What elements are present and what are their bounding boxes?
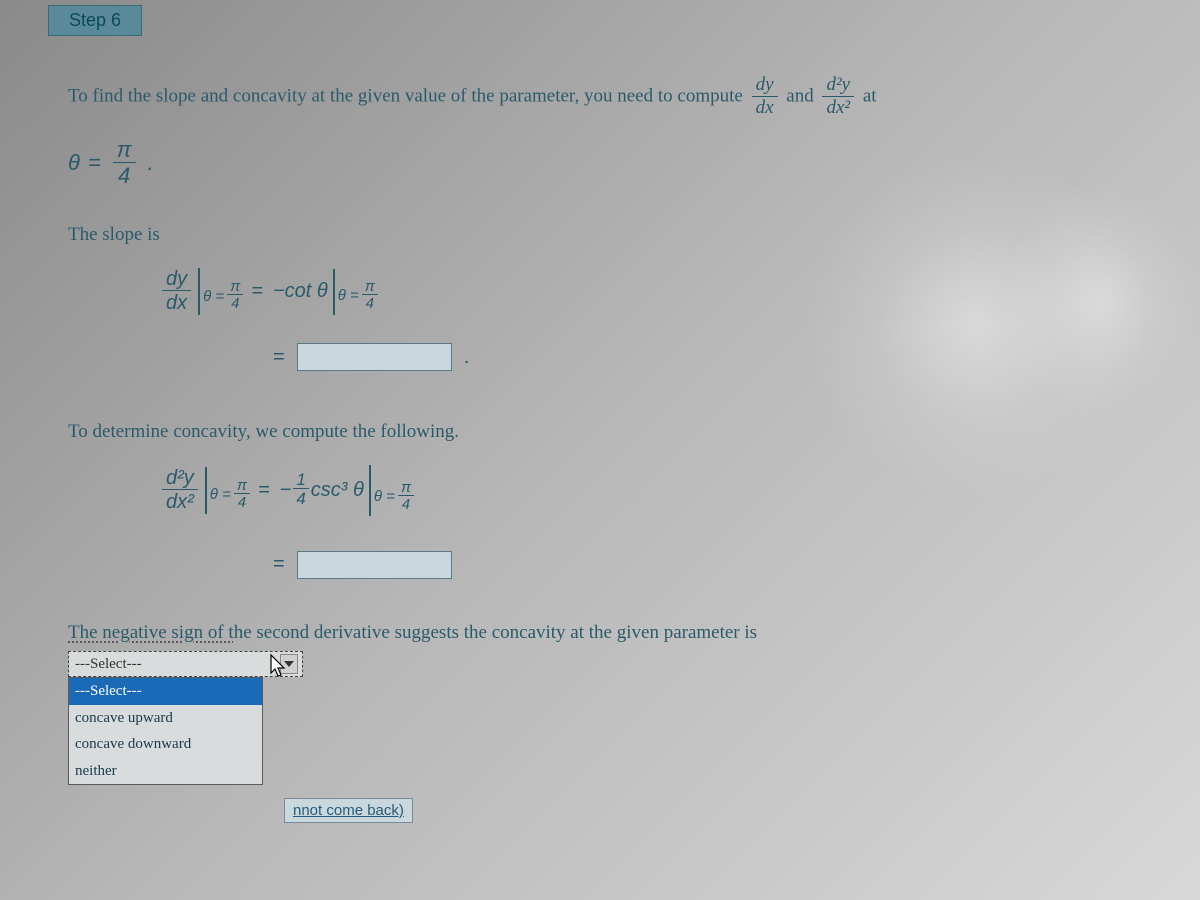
theta-symbol: θ xyxy=(68,150,80,176)
slope-label: The slope is xyxy=(68,224,1132,246)
concavity-rhs-frac-num: 1 xyxy=(293,471,308,489)
conclusion-underlined: The negative sign of t xyxy=(68,622,234,643)
eval-bar-3 xyxy=(205,467,207,514)
intro-before: To find the slope and concavity at the g… xyxy=(68,86,748,107)
chevron-down-icon xyxy=(280,654,298,674)
theta-period: . xyxy=(148,150,154,176)
concavity-rhs-frac: 1 4 xyxy=(293,471,308,509)
slope-input-eq: = xyxy=(273,346,285,369)
concavity-lhs-den: dx² xyxy=(162,490,198,514)
conclusion-rest: he second derivative suggests the concav… xyxy=(234,622,757,643)
cannot-come-back-button[interactable]: nnot come back) xyxy=(284,798,413,823)
concavity-rhs-csc: csc³ θ xyxy=(311,479,364,502)
conclusion-text: The negative sign of the second derivati… xyxy=(68,619,1132,678)
slope-eval2-den: 4 xyxy=(362,295,378,313)
concavity-eval2-sub: θ = π 4 xyxy=(374,480,414,516)
theta-value-line: θ = π 4 . xyxy=(68,138,1132,190)
concavity-eval-num: π xyxy=(234,478,250,494)
slope-eval2-frac: π 4 xyxy=(362,279,378,313)
first-derivative-fraction: dy dx xyxy=(752,75,778,120)
concavity-eval2-num: π xyxy=(398,480,414,496)
slope-eval-den: 4 xyxy=(227,295,243,313)
deriv1-num: dy xyxy=(752,75,778,97)
deriv2-num: d²y xyxy=(822,75,854,97)
slope-rhs-expr: −cot θ xyxy=(271,272,330,311)
content-area: To find the slope and concavity at the g… xyxy=(48,50,1152,880)
slope-eval2-sub: θ = π 4 xyxy=(338,279,378,315)
concavity-input-row: = xyxy=(273,551,1132,579)
eval-bar-1 xyxy=(198,268,200,315)
slope-lhs-num: dy xyxy=(162,268,191,291)
slope-eval-num: π xyxy=(227,279,243,295)
dropdown-option-upward[interactable]: concave upward xyxy=(69,705,262,732)
concavity-eval2-den: 4 xyxy=(398,496,414,514)
select-display-text: ---Select--- xyxy=(75,653,142,676)
slope-input-period: . xyxy=(464,346,470,369)
dropdown-option-select[interactable]: ---Select--- xyxy=(69,678,262,705)
concavity-eval-theta: θ = xyxy=(210,486,231,503)
concavity-eval-den: 4 xyxy=(234,494,250,512)
concavity-equation-row: d²y dx² θ = π 4 = − 1 4 csc³ θ xyxy=(158,465,1132,515)
slope-eval-theta: θ = xyxy=(203,288,224,305)
theta-den: 4 xyxy=(113,163,136,189)
concavity-dropdown-list: ---Select--- concave upward concave down… xyxy=(68,677,263,785)
slope-answer-input[interactable] xyxy=(297,343,452,371)
eval-bar-2 xyxy=(333,269,335,315)
deriv2-den: dx² xyxy=(822,97,854,120)
concavity-rhs-eval: − 1 4 csc³ θ θ = π 4 xyxy=(278,465,414,515)
slope-equation-row: dy dx θ = π 4 = −cot θ θ = π 4 xyxy=(158,268,1132,315)
concavity-rhs-neg: − xyxy=(280,479,292,502)
intro-mid: and xyxy=(786,86,818,107)
concavity-eval2-theta: θ = xyxy=(374,488,395,505)
slope-lhs-frac: dy dx xyxy=(162,268,191,315)
concavity-eval-frac: π 4 xyxy=(234,478,250,512)
slope-eval-frac: π 4 xyxy=(227,279,243,313)
step-label: Step 6 xyxy=(69,10,121,30)
slope-lhs-den: dx xyxy=(162,291,191,315)
concavity-eval-sub: θ = π 4 xyxy=(210,478,250,514)
concavity-input-eq: = xyxy=(273,553,285,576)
concavity-answer-input[interactable] xyxy=(297,551,452,579)
slope-eval2-theta: θ = xyxy=(338,287,359,304)
theta-fraction: π 4 xyxy=(113,138,136,190)
concavity-lhs-num: d²y xyxy=(162,467,198,490)
intro-after: at xyxy=(863,86,877,107)
intro-text: To find the slope and concavity at the g… xyxy=(68,75,1132,120)
step-header: Step 6 xyxy=(48,5,142,36)
slope-input-row: = . xyxy=(273,343,1132,371)
slope-eval-sub: θ = π 4 xyxy=(203,279,243,315)
concavity-equals-1: = xyxy=(258,479,270,502)
slope-eval2-num: π xyxy=(362,279,378,295)
theta-equals: = xyxy=(88,150,101,176)
slope-lhs-eval: dy dx θ = π 4 xyxy=(158,268,243,315)
concavity-select[interactable]: ---Select--- xyxy=(68,651,303,677)
dropdown-option-neither[interactable]: neither xyxy=(69,758,262,785)
concavity-label: To determine concavity, we compute the f… xyxy=(68,421,1132,443)
concavity-lhs-eval: d²y dx² θ = π 4 xyxy=(158,467,250,514)
concavity-rhs-frac-den: 4 xyxy=(293,489,308,509)
second-derivative-fraction: d²y dx² xyxy=(822,75,854,120)
cannot-back-text: nnot come back) xyxy=(293,802,404,819)
concavity-lhs-frac: d²y dx² xyxy=(162,467,198,514)
concavity-eval2-frac: π 4 xyxy=(398,480,414,514)
slope-rhs-eval: −cot θ θ = π 4 xyxy=(271,269,378,315)
slope-equals-1: = xyxy=(251,280,263,303)
concavity-rhs-group: − 1 4 csc³ θ xyxy=(278,465,366,515)
theta-num: π xyxy=(113,138,136,163)
eval-bar-4 xyxy=(369,465,371,515)
concavity-select-wrap: ---Select--- ---Select--- concave upward… xyxy=(68,651,303,677)
deriv1-den: dx xyxy=(752,97,778,120)
dropdown-option-downward[interactable]: concave downward xyxy=(69,731,262,758)
